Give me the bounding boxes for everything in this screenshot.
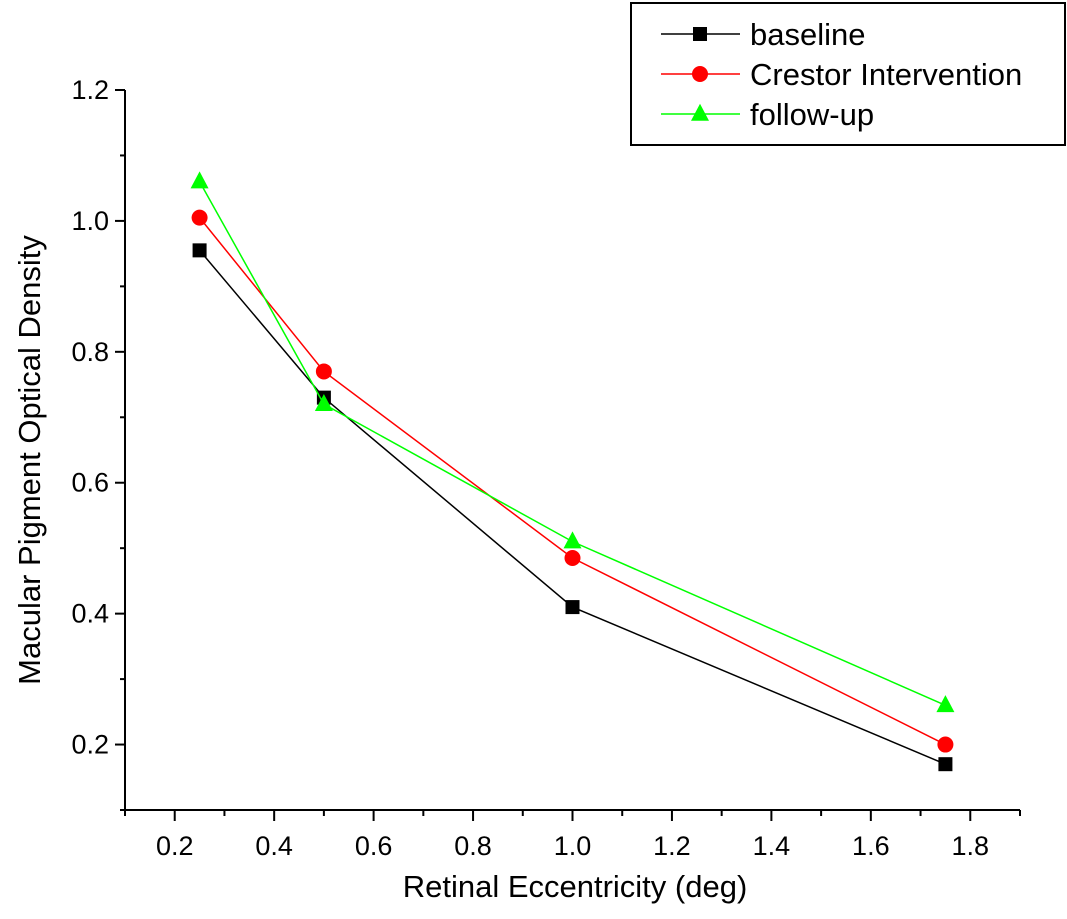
data-point — [190, 171, 209, 189]
series-1 — [191, 209, 954, 753]
y-axis-ticks: 0.2 0.4 0.6 0.8 1.0 1.2 — [71, 75, 125, 811]
data-point — [563, 531, 582, 549]
legend-label: follow-up — [750, 97, 874, 132]
axes: 0.2 0.4 0.6 0.8 1.0 1.2 0.2 0.4 0.6 0.8 1.0 1.2 1.4… — [71, 75, 1021, 861]
y-tick-label: 0.4 — [71, 599, 109, 629]
x-axis-ticks: 0.2 0.4 0.6 0.8 1.0 1.2 1.4 1.6 1.8 — [124, 810, 1021, 861]
x-tick-label: 1.2 — [653, 831, 691, 861]
series-0 — [192, 243, 953, 772]
y-tick-label: 0.8 — [71, 337, 109, 367]
y-tick-label: 1.0 — [71, 206, 109, 236]
data-point — [936, 695, 955, 713]
legend-item: baseline — [661, 17, 865, 52]
series-line — [198, 181, 946, 706]
data-point — [315, 363, 332, 380]
x-tick-label: 0.2 — [156, 831, 194, 861]
data-point — [938, 757, 953, 772]
legend-marker — [691, 103, 709, 121]
x-tick-label: 1.6 — [852, 831, 890, 861]
series-line — [199, 249, 946, 765]
series-2 — [190, 171, 955, 713]
x-tick-label: 0.6 — [355, 831, 393, 861]
legend-marker — [692, 66, 708, 82]
y-tick-label: 0.2 — [71, 730, 109, 760]
data-point — [314, 393, 333, 411]
series-layer — [190, 171, 955, 772]
y-tick-label: 1.2 — [71, 75, 109, 105]
legend-item: Crestor Intervention — [661, 57, 1022, 92]
x-tick-label: 0.8 — [454, 831, 492, 861]
data-point — [565, 600, 580, 615]
data-point — [937, 736, 954, 753]
y-axis-title: Macular Pigment Optical Density — [12, 235, 47, 685]
legend-label: baseline — [750, 17, 865, 52]
data-point — [192, 243, 207, 258]
series-line — [198, 217, 946, 746]
x-axis-title: Retinal Eccentricity (deg) — [403, 869, 748, 904]
x-tick-label: 0.4 — [255, 831, 293, 861]
data-point — [191, 209, 208, 226]
x-tick-label: 1.0 — [554, 831, 592, 861]
legend-item: follow-up — [661, 97, 874, 132]
x-tick-label: 1.8 — [952, 831, 990, 861]
y-tick-label: 0.6 — [71, 468, 109, 498]
legend: baseline Crestor Intervention follow-up — [630, 2, 1066, 146]
x-tick-label: 1.4 — [753, 831, 791, 861]
legend-label: Crestor Intervention — [750, 57, 1022, 92]
legend-marker — [693, 27, 707, 41]
data-point — [564, 550, 581, 566]
